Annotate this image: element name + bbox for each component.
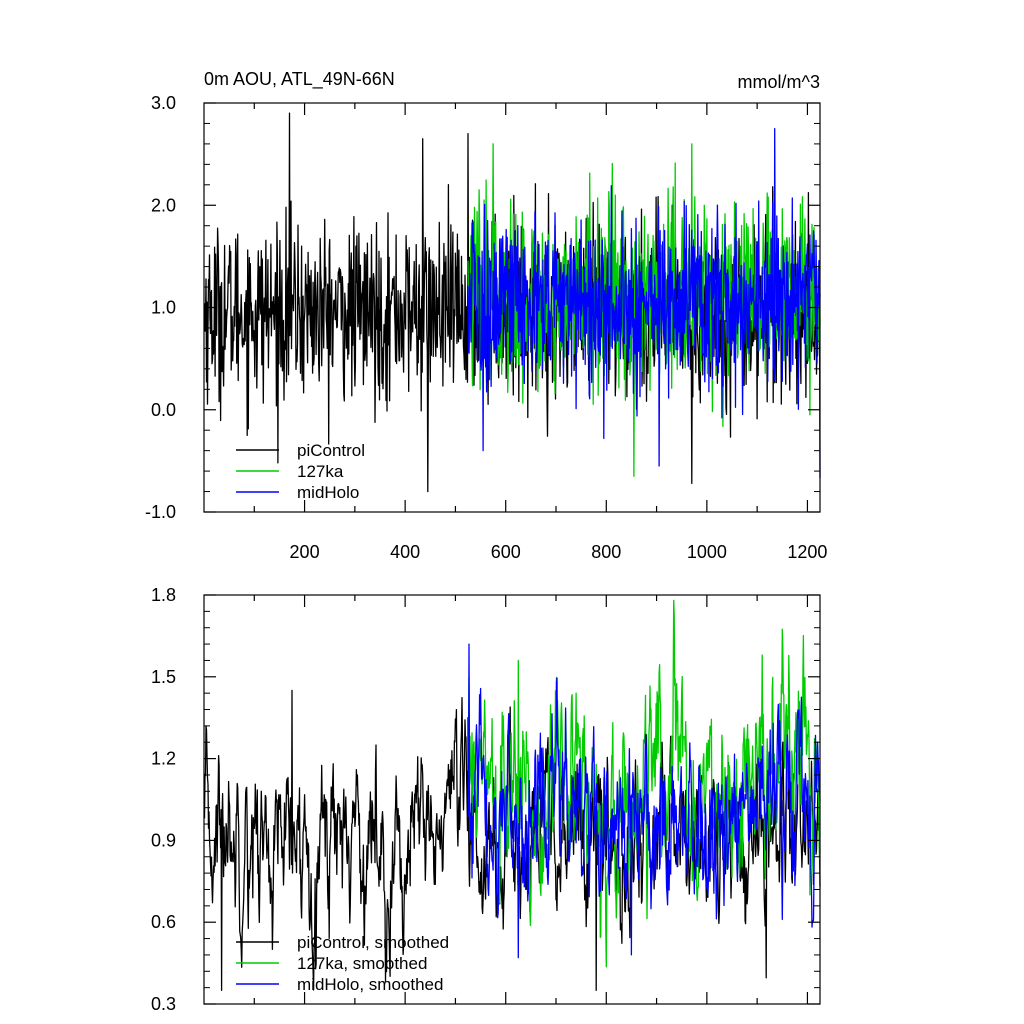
bottom-panel-legend: piControl, smoothed 127ka, smoothed midHol…: [236, 933, 449, 994]
top-xtick-label: 1000: [687, 542, 727, 562]
bottom-ytick-label: 0.6: [151, 912, 176, 932]
top-legend-label: midHolo: [297, 483, 359, 502]
top-panel-units: mmol/m^3: [738, 72, 820, 92]
bottom-ytick-label: 0.9: [151, 830, 176, 850]
top-xtick-label: 200: [290, 542, 320, 562]
bottom-panel: 0.3 0.6 0.9 1.2 1.5 1.8 piControl, smoothed 12…: [151, 585, 821, 1014]
top-ytick-label: 0.0: [151, 400, 176, 420]
bottom-legend-label: piControl, smoothed: [297, 933, 449, 952]
top-xtick-label: 400: [390, 542, 420, 562]
bottom-ytick-label: 1.8: [151, 585, 176, 605]
bottom-legend-label: 127ka, smoothed: [297, 954, 427, 973]
bottom-legend-label: midHolo, smoothed: [297, 975, 443, 994]
bottom-series-midholo-smoothed: [467, 643, 821, 959]
top-panel-title: 0m AOU, ATL_49N-66N: [204, 69, 395, 90]
top-panel-series: [203, 112, 821, 493]
bottom-ytick-label: 1.2: [151, 749, 176, 769]
bottom-series-127ka-smoothed: [467, 599, 821, 968]
bottom-ytick-label: 1.5: [151, 667, 176, 687]
top-ytick-label: 1.0: [151, 298, 176, 318]
bottom-plot-frame: [203, 594, 821, 1005]
bottom-panel-series: [203, 599, 821, 992]
top-xtick-label: 600: [491, 542, 521, 562]
top-ytick-label: 2.0: [151, 195, 176, 215]
top-panel-axes: -1.0 0.0 1.0 2.0 3.0 200 400 600 800 1000 1200: [145, 93, 827, 562]
bottom-ytick-label: 0.3: [151, 994, 176, 1014]
top-series-midholo: [467, 127, 821, 478]
bottom-panel-axes: 0.3 0.6 0.9 1.2 1.5 1.8: [151, 585, 821, 1014]
top-ytick-label: -1.0: [145, 502, 176, 522]
top-xtick-label: 1200: [787, 542, 827, 562]
top-legend-label: piControl: [297, 441, 365, 460]
top-panel-legend: piControl 127ka midHolo: [236, 441, 365, 502]
top-ytick-label: 3.0: [151, 93, 176, 113]
top-legend-label: 127ka: [297, 462, 344, 481]
top-panel: 0m AOU, ATL_49N-66N mmol/m^3 -1.0 0.0 1.0 2…: [145, 69, 827, 562]
top-xtick-label: 800: [591, 542, 621, 562]
